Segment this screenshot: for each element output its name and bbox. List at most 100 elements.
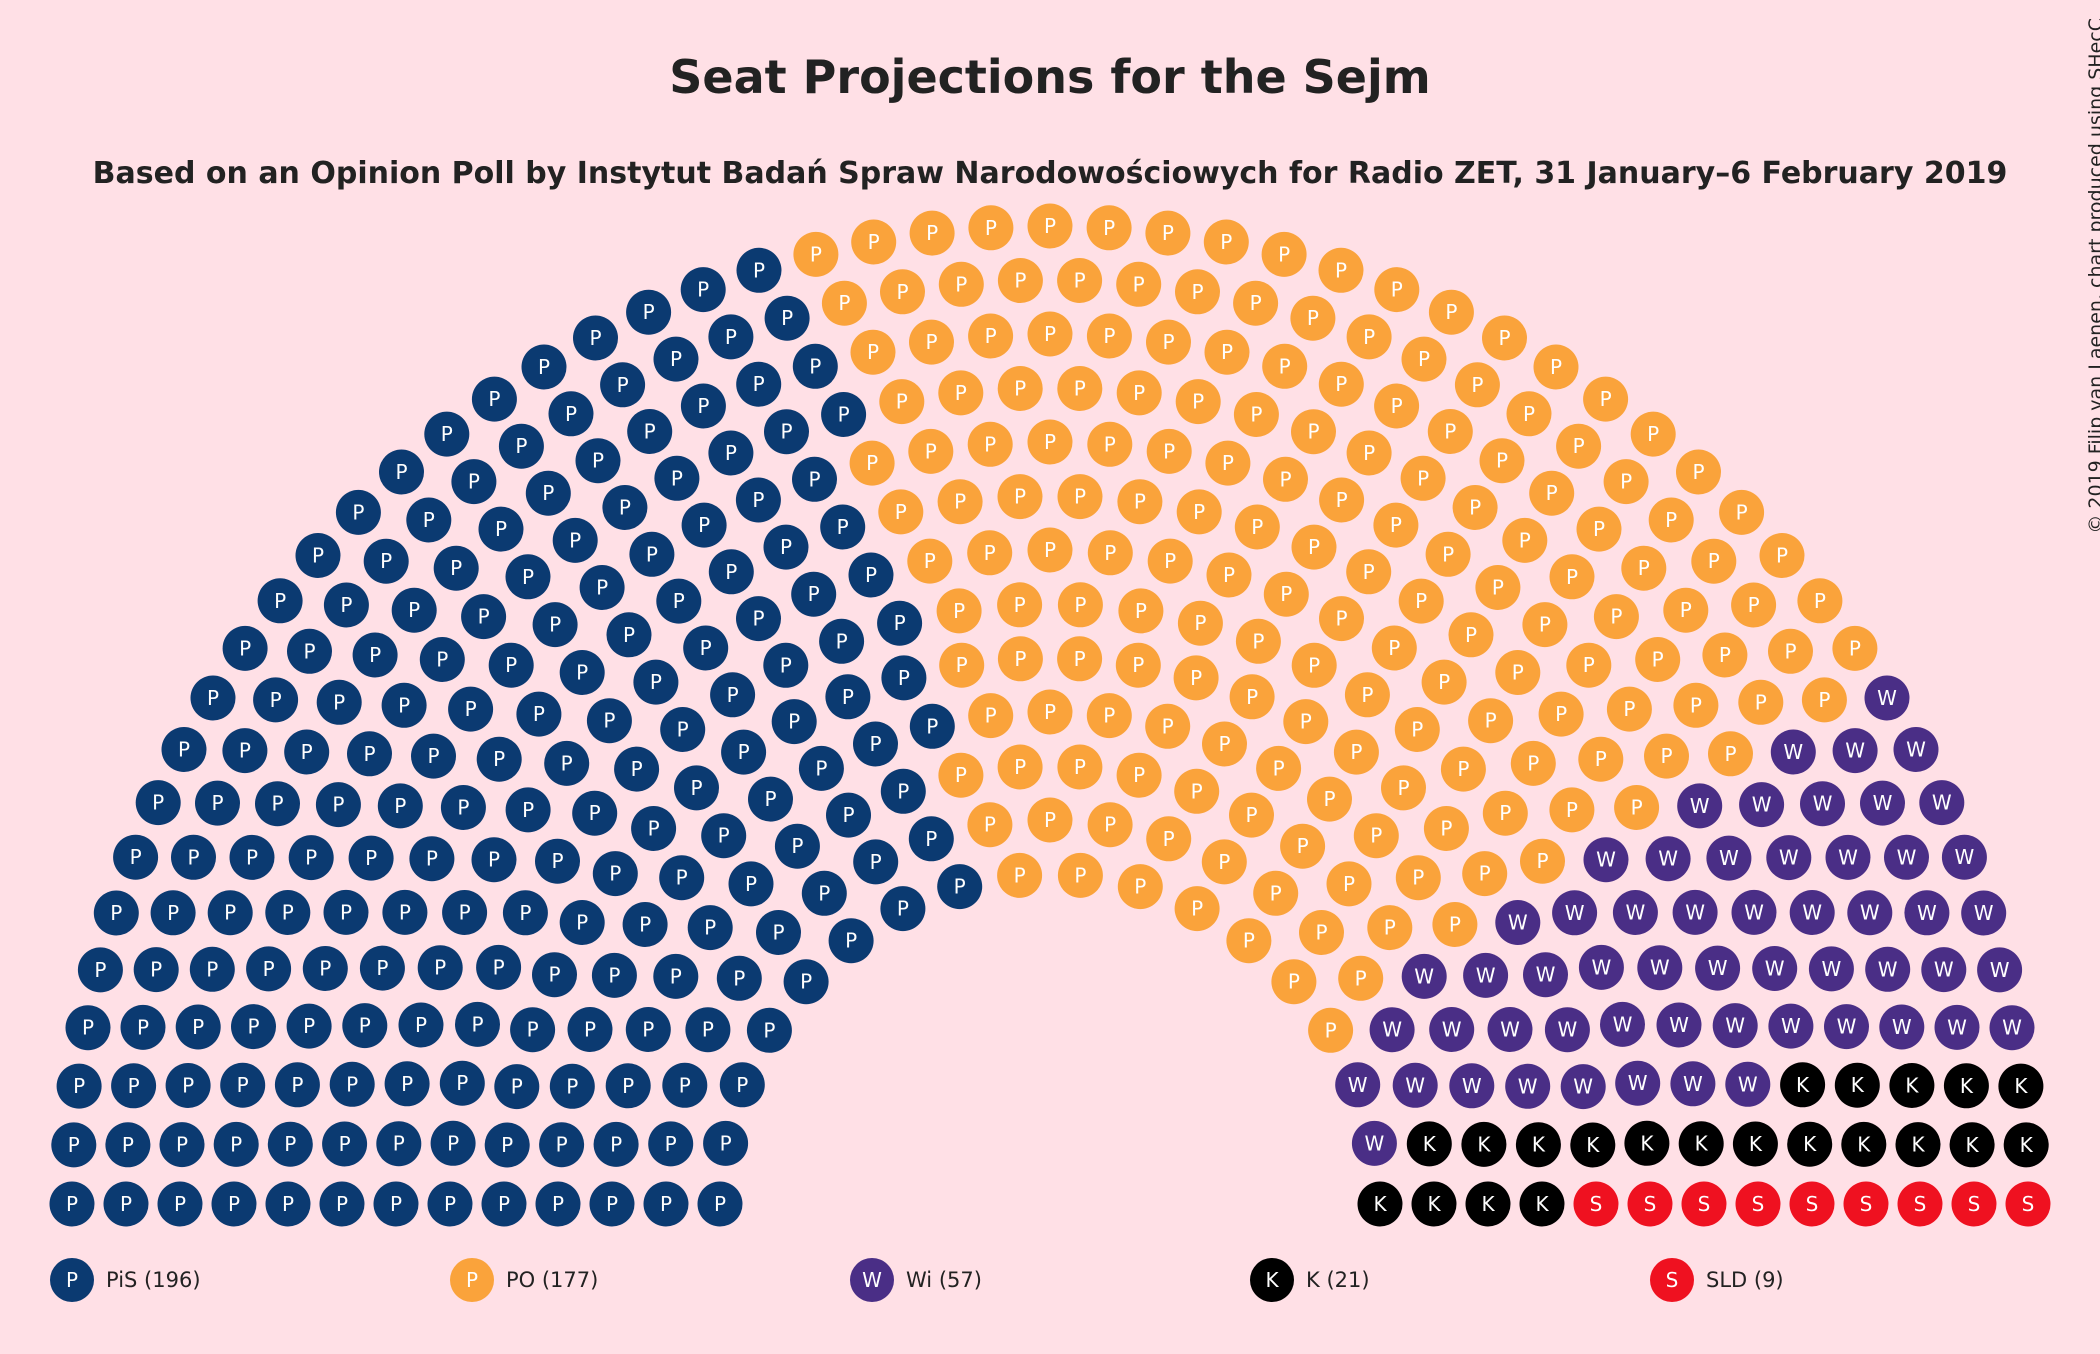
chart-subtitle: Based on an Opinion Poll by Instytut Bad… (92, 156, 2008, 191)
seat-letter: P (415, 1013, 427, 1037)
seat-dot (133, 947, 179, 993)
legend-label: Wi (57) (906, 1268, 982, 1292)
seat-po: P (1333, 729, 1379, 775)
seat-letter: P (1273, 756, 1285, 780)
seat-dot (1262, 343, 1308, 389)
seat-wi: W (1941, 834, 1987, 880)
seat-pis: P (600, 362, 646, 408)
seat-dot (1421, 659, 1467, 705)
seat-letter: W (1906, 738, 1926, 762)
seat-dot (1475, 565, 1521, 610)
seat-pis: P (653, 953, 699, 999)
seat-dot (494, 1064, 540, 1110)
seat-dot (1552, 890, 1598, 936)
seat-dot (1177, 600, 1223, 646)
seat-po: P (1204, 329, 1250, 375)
seat-po: P (1346, 314, 1392, 360)
seat-dot (93, 890, 139, 936)
seat-dot (1549, 554, 1595, 600)
seat-dot (1233, 280, 1279, 326)
seat-dot (850, 329, 896, 375)
seat-po: P (1421, 659, 1467, 705)
seat-letter: P (1250, 291, 1262, 315)
seat-wi: W (1919, 780, 1965, 826)
seat-letter: P (303, 639, 315, 663)
seat-dot (348, 835, 394, 881)
seat-pis: P (51, 1122, 97, 1168)
seat-letter: P (1103, 324, 1115, 348)
seat-po: P (1235, 618, 1281, 664)
seat-pis: P (631, 806, 677, 851)
seat-letter: P (1162, 330, 1174, 354)
seat-po: P (1226, 918, 1272, 964)
seat-dot (1398, 578, 1444, 624)
seat-pis: P (231, 1004, 276, 1050)
seat-letter: P (1104, 541, 1116, 565)
seat-letter: P (622, 1074, 634, 1098)
seat-letter: P (1566, 565, 1578, 589)
seat-wi: W (1505, 1063, 1551, 1109)
seat-letter: P (736, 1073, 748, 1097)
seat-dot (347, 731, 392, 777)
seat-dot (253, 677, 299, 723)
seat-dot (968, 313, 1014, 359)
seat-letter: P (556, 1133, 568, 1157)
seat-dot (938, 370, 984, 416)
seat-po: P (1233, 280, 1279, 326)
seat-letter: P (1363, 325, 1375, 349)
seat-letter: P (1512, 661, 1524, 685)
seat-letter: W (1592, 955, 1612, 979)
seat-letter: P (1417, 466, 1429, 490)
seat-dot (572, 790, 618, 836)
seat-po: P (1206, 552, 1252, 598)
seat-wi: W (1677, 783, 1723, 829)
seat-dot (1290, 295, 1336, 341)
seat-letter: P (1496, 449, 1508, 473)
seat-dot (1843, 1181, 1889, 1227)
seat-letter: W (1462, 1074, 1482, 1098)
seat-dot (1879, 1004, 1925, 1050)
seat-po: P (1263, 571, 1309, 617)
seat-dot (853, 721, 898, 767)
seat-letter: P (954, 490, 966, 514)
seat-letter: W (1683, 1072, 1703, 1096)
seat-pis: P (288, 835, 334, 881)
legend: P PiS (196) P PO (177) W Wi (57) K K (21) S SLD (… (0, 1258, 2100, 1302)
seat-dot (627, 409, 673, 454)
seat-dot (1961, 890, 2007, 936)
seat-pis: P (521, 344, 567, 390)
legend-item-pis: P PiS (196) (50, 1258, 201, 1302)
seat-letter: P (677, 718, 689, 742)
seat-po: P (1263, 456, 1308, 502)
seat-pis: P (319, 1181, 365, 1227)
seat-pis: P (573, 315, 618, 361)
seat-po: P (1177, 600, 1223, 646)
seat-po: P (967, 421, 1013, 467)
seat-dot (1615, 1060, 1661, 1106)
seat-dot (1739, 782, 1785, 828)
seat-letter: P (1044, 430, 1056, 454)
seat-wi: W (1695, 945, 1741, 991)
seat-letter: P (896, 390, 908, 414)
legend-marker: W (850, 1258, 894, 1302)
seat-dot (1556, 423, 1602, 469)
seat-po: P (1676, 449, 1721, 495)
seat-pis: P (774, 823, 820, 869)
seat-letter: P (955, 763, 967, 787)
seat-po: P (1440, 746, 1486, 792)
seat-po: P (1291, 524, 1337, 570)
seat-dot (159, 1122, 205, 1168)
seat-dot (1351, 1120, 1397, 1166)
seat-letter: P (576, 911, 588, 935)
seat-po: P (849, 440, 895, 486)
seat-po: P (1549, 787, 1595, 833)
seat-letter: P (176, 1133, 188, 1157)
seat-letter: P (333, 690, 345, 714)
seat-dot (1423, 806, 1469, 851)
seat-po: P (1583, 376, 1629, 422)
seat-letter: P (1163, 827, 1175, 851)
seat-dot (398, 1002, 444, 1048)
seat-letter: P (1132, 653, 1144, 677)
seat-dot (1346, 549, 1392, 595)
seat-letter: P (764, 787, 776, 811)
